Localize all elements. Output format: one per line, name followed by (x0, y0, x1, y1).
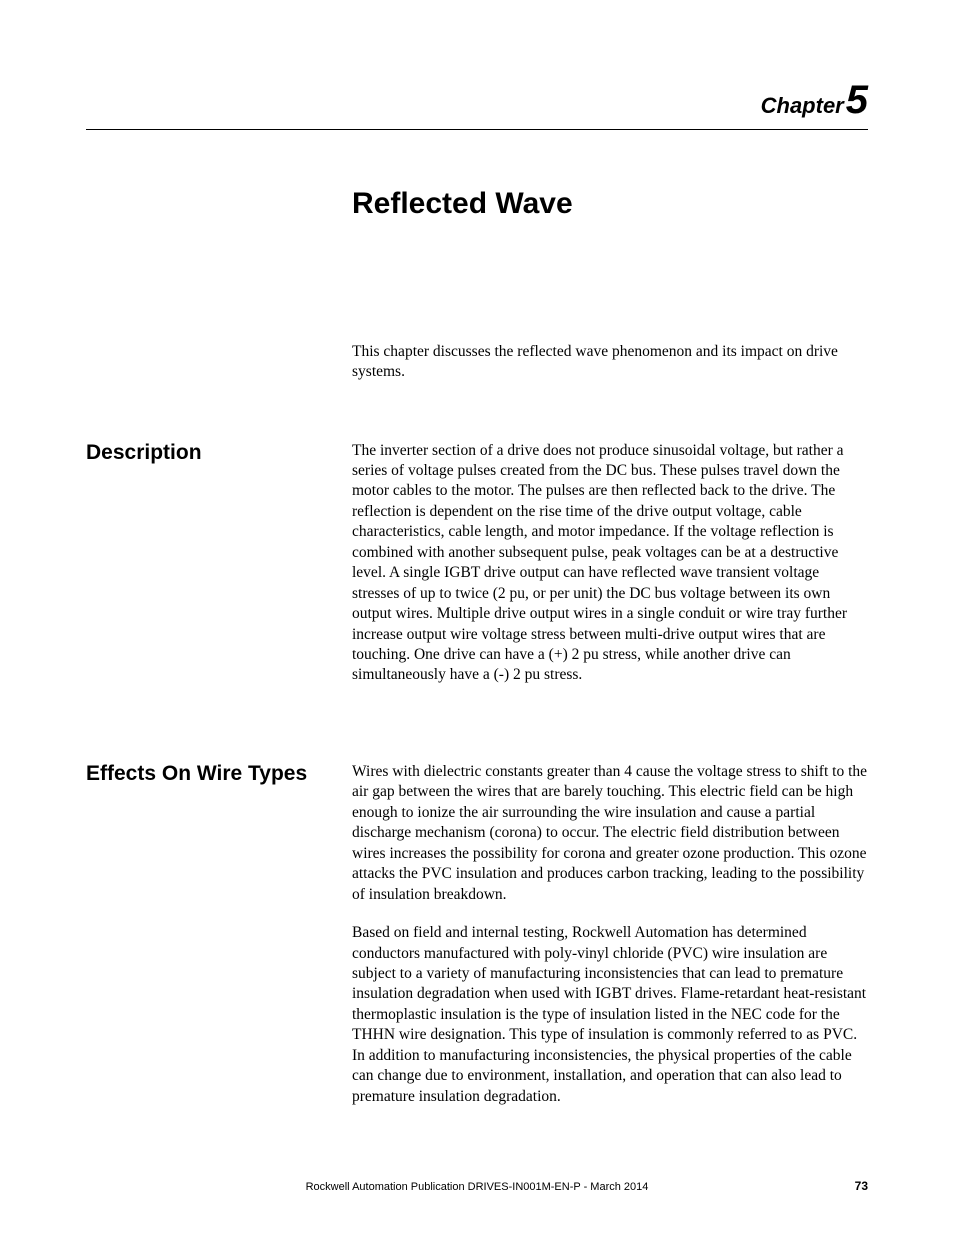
effects-heading: Effects On Wire Types (86, 762, 332, 786)
footer-publication: Rockwell Automation Publication DRIVES-I… (282, 1181, 673, 1193)
page-container: Chapter5 Reflected Wave This chapter dis… (0, 0, 954, 1125)
description-body: The inverter section of a drive does not… (352, 441, 868, 704)
effects-para-1: Wires with dielectric constants greater … (352, 762, 868, 905)
page-footer: Rockwell Automation Publication DRIVES-I… (86, 1179, 868, 1193)
title-row: Reflected Wave (86, 184, 868, 314)
effects-body: Wires with dielectric constants greater … (352, 762, 868, 1125)
chapter-number: 5 (846, 78, 868, 122)
header-rule (86, 129, 868, 130)
effects-row: Effects On Wire Types Wires with dielect… (86, 762, 868, 1125)
description-para-1: The inverter section of a drive does not… (352, 441, 868, 686)
intro-left-gutter (86, 342, 352, 383)
description-row: Description The inverter section of a dr… (86, 441, 868, 704)
description-heading-col: Description (86, 441, 352, 704)
chapter-label-word: Chapter (761, 93, 844, 118)
footer-page-number: 73 (673, 1179, 869, 1193)
effects-para-2: Based on field and internal testing, Roc… (352, 923, 868, 1107)
chapter-header: Chapter5 (86, 78, 868, 123)
description-heading: Description (86, 441, 332, 465)
title-left-gutter (86, 184, 352, 314)
effects-heading-col: Effects On Wire Types (86, 762, 352, 1125)
intro-row: This chapter discusses the reflected wav… (86, 342, 868, 383)
chapter-title: Reflected Wave (352, 184, 868, 224)
title-right-col: Reflected Wave (352, 184, 868, 314)
intro-text: This chapter discusses the reflected wav… (352, 342, 868, 383)
